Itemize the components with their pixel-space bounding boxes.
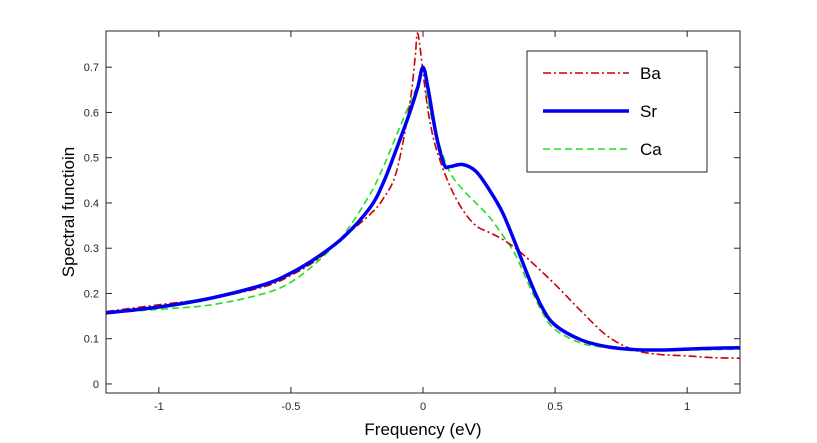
x-tick-label: -1 (154, 401, 164, 413)
x-tick-label: 1 (684, 401, 690, 413)
y-tick-label: 0.6 (84, 107, 99, 119)
y-tick-label: 0.3 (84, 243, 99, 255)
y-tick-label: 0.2 (84, 288, 99, 300)
x-tick-label: 0 (420, 401, 426, 413)
y-tick-label: 0.4 (84, 198, 99, 210)
y-tick-label: 0.5 (84, 153, 99, 165)
y-tick-label: 0.1 (84, 334, 99, 346)
y-axis: 0 0.1 0.2 0.3 0.4 0.5 0.6 0.7 (84, 62, 740, 391)
legend-label-ca: Ca (640, 140, 662, 159)
y-tick-label: 0 (93, 379, 99, 391)
legend-label-ba: Ba (640, 64, 661, 83)
series-line-ba (106, 32, 740, 359)
x-axis: -1 -0.5 0 0.5 1 (154, 31, 690, 413)
series-layer (106, 32, 740, 359)
legend-label-sr: Sr (640, 102, 657, 121)
x-tick-label: 0.5 (547, 401, 562, 413)
x-axis-label: Frequency (eV) (364, 420, 481, 439)
x-tick-label: -0.5 (281, 401, 300, 413)
legend: Ba Sr Ca (526, 50, 708, 173)
y-axis-label: Spectral functioin (59, 147, 78, 277)
series-line-sr (106, 65, 740, 352)
y-tick-label: 0.7 (84, 62, 99, 74)
